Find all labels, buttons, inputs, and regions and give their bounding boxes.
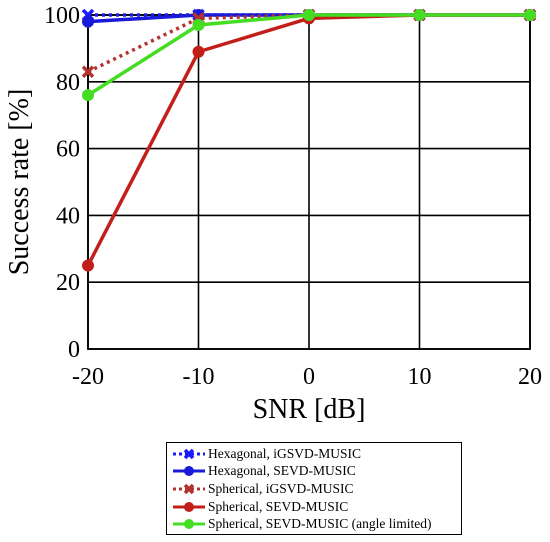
series-point xyxy=(184,519,194,530)
series-point xyxy=(82,89,94,102)
y-tick-label: 40 xyxy=(56,203,80,229)
legend-item: Hexagonal, iGSVD-MUSIC xyxy=(167,445,461,463)
x-tick-label: -20 xyxy=(72,364,104,390)
legend-label: Spherical, SEVD-MUSIC xyxy=(208,498,349,514)
legend: Hexagonal, iGSVD-MUSIC Hexagonal, SEVD-MU… xyxy=(166,442,462,535)
series-point xyxy=(192,19,205,32)
y-axis-title: Success rate [%] xyxy=(4,89,35,276)
x-tick-label: 10 xyxy=(408,364,432,390)
y-tick-label: 0 xyxy=(68,337,80,363)
line-chart: -20 -10 0 10 20 0 20 40 60 80 100 SNR [dB] Success… xyxy=(4,3,542,425)
y-tick-label: 20 xyxy=(56,270,80,296)
legend-item: Spherical, SEVD-MUSIC xyxy=(167,498,461,516)
y-tick-label: 100 xyxy=(44,3,80,29)
legend-swatch xyxy=(173,448,205,460)
series-point xyxy=(184,501,194,512)
legend-swatch xyxy=(173,519,205,530)
series-point xyxy=(184,466,194,477)
legend-label: Spherical, iGSVD-MUSIC xyxy=(208,480,354,496)
legend-swatch xyxy=(173,483,205,495)
legend-item: Hexagonal, SEVD-MUSIC xyxy=(167,463,461,481)
legend-item: Spherical, SEVD-MUSIC (angle limited) xyxy=(167,515,461,533)
legend-swatch xyxy=(173,501,205,512)
legend-item: Spherical, iGSVD-MUSIC xyxy=(167,480,461,498)
series-point xyxy=(183,483,195,495)
grid xyxy=(87,14,531,350)
series-point xyxy=(192,45,205,58)
series-point xyxy=(82,259,94,272)
x-tick-label: 20 xyxy=(518,364,542,390)
y-tick-label: 80 xyxy=(56,70,80,96)
x-tick-label: -10 xyxy=(183,364,215,390)
x-axis-title: SNR [dB] xyxy=(253,394,366,425)
y-tick-label: 60 xyxy=(56,137,80,163)
series-point xyxy=(413,9,426,21)
tick-labels: -20 -10 0 10 20 0 20 40 60 80 100 xyxy=(44,3,542,390)
series-point xyxy=(183,448,195,460)
legend-swatch xyxy=(173,466,205,477)
series-point xyxy=(303,9,315,21)
series-point xyxy=(82,15,94,28)
series-point xyxy=(524,9,536,21)
legend-label: Spherical, SEVD-MUSIC (angle limited) xyxy=(208,516,432,532)
legend-label: Hexagonal, iGSVD-MUSIC xyxy=(208,445,361,461)
series-group xyxy=(81,8,537,272)
series-4 xyxy=(82,9,536,102)
x-tick-label: 0 xyxy=(303,364,315,390)
series-point xyxy=(81,65,95,79)
legend-label: Hexagonal, SEVD-MUSIC xyxy=(208,463,356,479)
